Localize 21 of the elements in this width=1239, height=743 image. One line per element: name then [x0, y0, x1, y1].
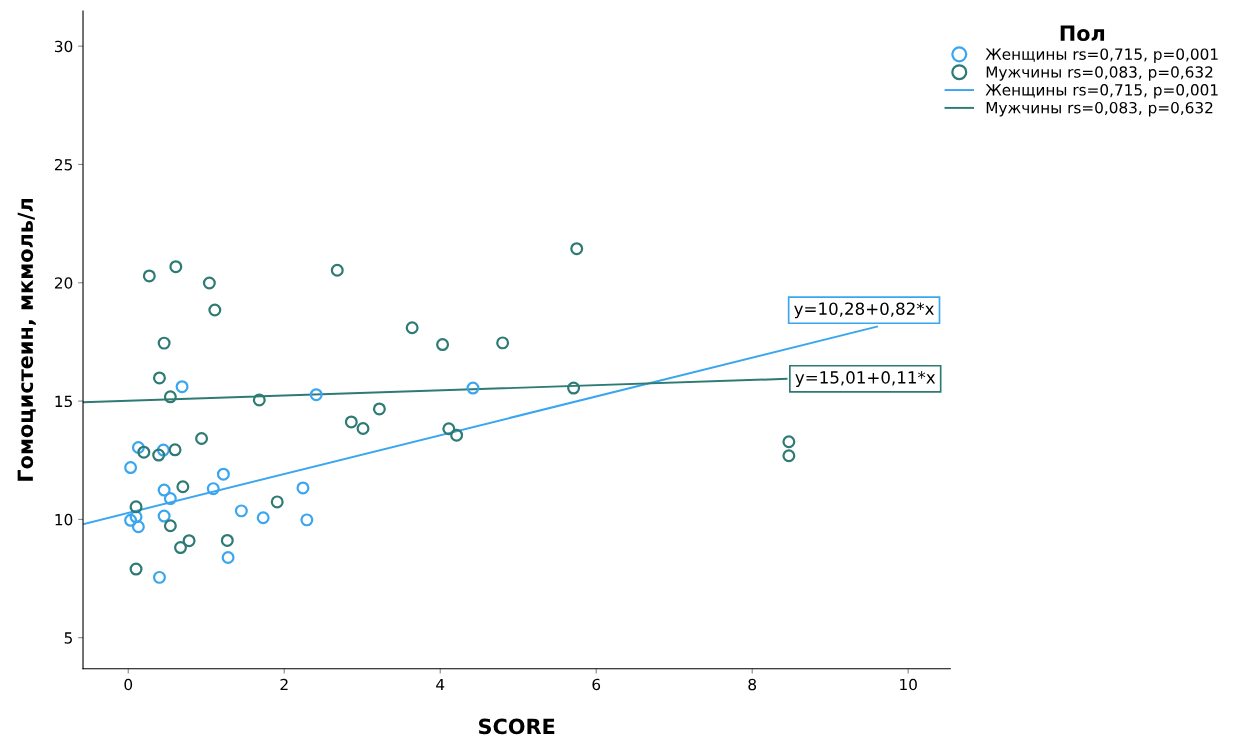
y-tick-label: 30 [55, 40, 73, 53]
y-tick-label: 5 [64, 632, 72, 644]
annotation: y=15,01+0,11*x [795, 371, 936, 387]
y-tick-label: 25 [54, 158, 72, 171]
legend-label: Мужчины rs=0,083, p=0,632 [986, 66, 1213, 81]
legend-title: Пол [1060, 25, 1105, 42]
legend-label: Женщины rs=0,715, p=0,001 [985, 48, 1218, 63]
x-tick-label: 4 [436, 678, 445, 691]
annotation: y=10,28+0,82*x [794, 302, 934, 319]
x-tick-label: 2 [280, 678, 288, 691]
x-axis-title: SCORE [479, 718, 555, 735]
x-tick-label: 10 [900, 678, 917, 691]
x-tick-label: 0 [124, 678, 133, 691]
y-tick-label: 15 [55, 395, 72, 408]
y-axis-title: Гомоцистеин, мкмоль/л [17, 198, 36, 481]
x-tick-label: 8 [748, 678, 757, 691]
legend-label: Женщины rs=0,715, p=0,001 [985, 84, 1218, 99]
x-tick-label: 6 [592, 678, 601, 691]
y-tick-label: 10 [55, 513, 73, 526]
y-tick-label: 20 [54, 277, 73, 289]
legend-label: Мужчины rs=0,083, p=0,632 [986, 101, 1213, 117]
